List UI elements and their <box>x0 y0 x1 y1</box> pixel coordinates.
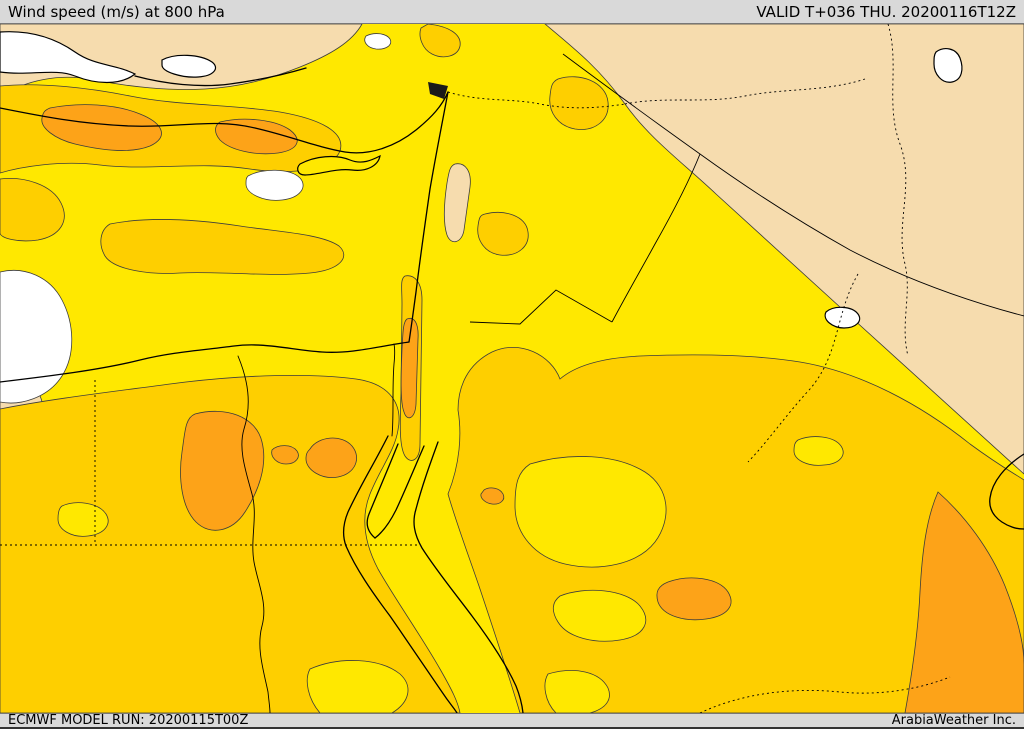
coastline-levant <box>408 91 449 343</box>
orange-core-anatolia-west <box>41 104 162 151</box>
cyprus-island <box>297 154 381 176</box>
gold-band-aegean <box>0 178 65 242</box>
black-sea <box>0 31 137 84</box>
coastline-red-sea-east <box>413 441 524 713</box>
orange-core-southeast-corner <box>904 491 1024 713</box>
calm-patch-west-of-cyprus <box>245 169 304 201</box>
brand-label: ArabiaWeather Inc. <box>891 713 1016 728</box>
wind-band-yellow-holes <box>57 436 844 713</box>
wind-band-calm-group <box>0 33 392 404</box>
calm-patch-mediterranean <box>0 270 73 404</box>
map-footer-bar: ECMWF MODEL RUN: 20200115T00Z ArabiaWeat… <box>0 713 1024 729</box>
wind-speed-map <box>0 24 1024 713</box>
gold-band-anatolia-south <box>100 219 345 275</box>
orange-core-egypt-large <box>180 410 265 531</box>
coastline-egypt-north <box>0 341 410 383</box>
coastline-group <box>0 67 1024 713</box>
suez-canal <box>391 343 396 437</box>
lake-mesopotamia <box>824 306 861 329</box>
lake-northeast <box>933 48 963 83</box>
yellow-hole-arabia-north <box>793 436 844 466</box>
coastline-anatolia-south <box>0 91 449 154</box>
coastline-gulf-east <box>989 453 1024 530</box>
yellow-hole-arabia-south <box>544 670 610 713</box>
tan-band-rift-strip <box>443 163 471 243</box>
border-jordan-iraq <box>611 153 701 323</box>
black-sea-inlet <box>161 54 217 78</box>
border-group <box>0 24 1024 713</box>
valid-time-label: VALID T+036 THU. 20200116T12Z <box>756 2 1016 21</box>
border-jordan-saudi <box>469 289 613 325</box>
model-run-label: ECMWF MODEL RUN: 20200115T00Z <box>8 713 249 728</box>
orange-core-arabia-center <box>656 577 732 621</box>
tan-band-northeast <box>544 24 1024 475</box>
border-syria-iraq <box>562 53 1024 317</box>
border-iraq-saudi <box>747 273 859 463</box>
yellow-hole-egypt-south <box>306 660 409 713</box>
orange-core-egypt-small <box>271 445 299 465</box>
coastline-sinai-east <box>374 445 425 539</box>
map-header-bar: Wind speed (m/s) at 800 hPa VALID T+036 … <box>0 0 1024 24</box>
orange-core-egypt-east <box>305 437 357 478</box>
nile-river <box>237 355 271 713</box>
map-canvas <box>0 24 1024 713</box>
orange-core-rift <box>400 317 419 419</box>
seas-lakes-group <box>0 31 963 329</box>
gold-band-top-center <box>419 24 461 58</box>
map-title: Wind speed (m/s) at 800 hPa <box>8 2 225 21</box>
gold-band-jordan <box>477 212 529 256</box>
orange-core-sinai-east <box>480 487 505 505</box>
border-iraq-iran <box>887 24 909 357</box>
coastline-black-sea-south <box>134 67 307 87</box>
yellow-hole-arabia-mid <box>552 589 646 642</box>
yellow-hole-egypt-west <box>57 502 109 537</box>
wind-band-orange-group <box>41 104 1024 713</box>
lake-levant-dark <box>428 82 448 99</box>
coastline-sinai-west <box>366 443 399 539</box>
orange-core-anatolia-east <box>215 118 298 155</box>
coastline-red-sea-west <box>342 435 458 713</box>
border-arabia-south <box>699 676 951 713</box>
calm-patch-top-center <box>364 33 392 50</box>
yellow-hole-arabia-large <box>514 456 667 568</box>
gold-band-syria <box>549 76 609 130</box>
border-turkey-iraq <box>624 78 866 105</box>
